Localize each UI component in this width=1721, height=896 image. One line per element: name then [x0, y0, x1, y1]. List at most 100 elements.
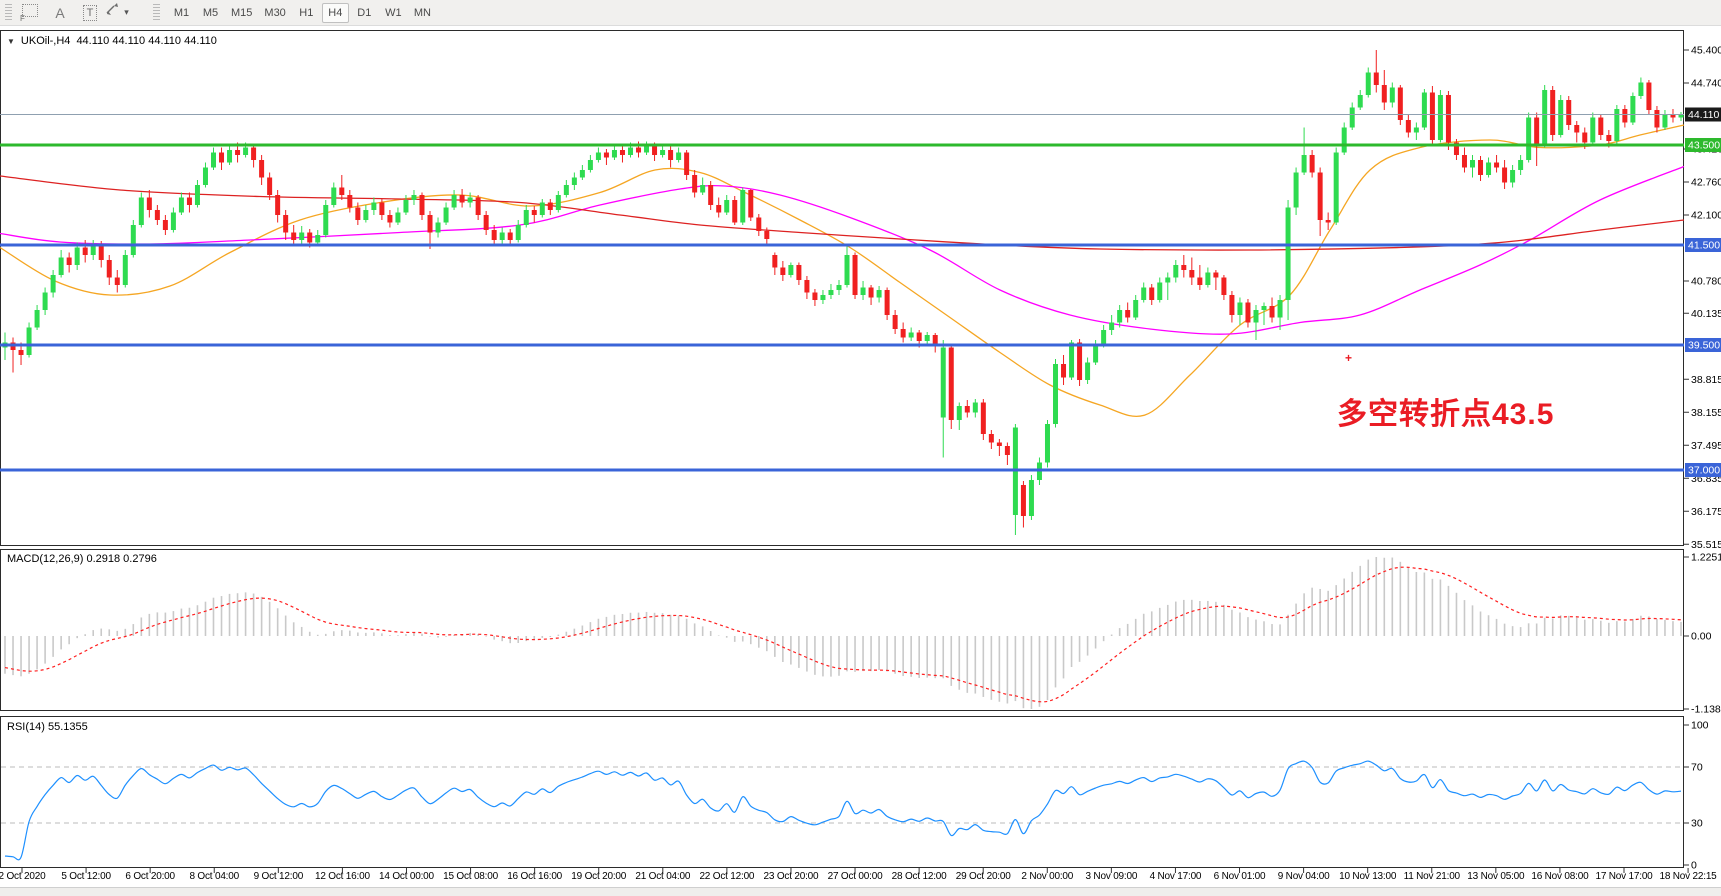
candle [836, 285, 842, 290]
candle [403, 200, 409, 213]
candle [138, 197, 144, 225]
text-tool-button[interactable]: T [75, 2, 105, 24]
text-label-icon: T [82, 4, 98, 21]
candle [1357, 95, 1363, 108]
candle [1165, 277, 1171, 283]
chevron-down-icon: ▾ [124, 7, 129, 17]
candle [916, 332, 922, 341]
frame-tool-button[interactable]: F [15, 2, 45, 24]
candle [1550, 90, 1556, 135]
time-axis-label: 2 Oct 2020 [0, 871, 46, 882]
candle [1077, 342, 1083, 380]
candle [1333, 152, 1339, 223]
candle [459, 195, 465, 203]
timeframe-button-d1[interactable]: D1 [351, 3, 378, 23]
timeframe-button-m15[interactable]: M15 [226, 3, 257, 23]
candle [1614, 109, 1620, 141]
rsi-indicator-label: RSI(14) 55.1355 [7, 721, 88, 733]
candle [860, 287, 866, 295]
candle [812, 292, 818, 300]
candle [18, 350, 24, 355]
candle [219, 152, 225, 163]
candle [1293, 172, 1299, 208]
candle [724, 200, 730, 213]
timeframe-button-m1[interactable]: M1 [168, 3, 195, 23]
candle [202, 167, 208, 185]
candle [1502, 167, 1508, 183]
time-axis-label: 13 Nov 05:00 [1467, 871, 1525, 882]
chart-area[interactable]: 45.40044.74043.42042.76042.10040.78040.1… [0, 26, 1721, 896]
candle [1405, 120, 1411, 133]
candle [178, 197, 184, 213]
time-axis-label: 29 Oct 20:00 [955, 871, 1011, 882]
rsi-tick-label: 100 [1691, 720, 1709, 732]
objects-tool-button[interactable]: ▾ [105, 2, 145, 24]
candle [315, 235, 321, 243]
timeframe-button-mn[interactable]: MN [409, 3, 436, 23]
font-tool-button[interactable]: A [45, 2, 75, 24]
candle [387, 215, 393, 223]
candle [1437, 95, 1443, 140]
price-annotation-text[interactable]: 多空转折点43.5 [1337, 398, 1555, 431]
candle [595, 152, 601, 160]
timeframe-button-h1[interactable]: H1 [293, 3, 320, 23]
symbol-dropdown-icon[interactable]: ▼ [7, 36, 15, 46]
candle [692, 175, 698, 193]
price-tick-label: 37.495 [1691, 440, 1721, 452]
candle [411, 195, 417, 200]
price-tick-label: 38.815 [1691, 374, 1721, 386]
timeframe-button-m30[interactable]: M30 [259, 3, 290, 23]
rsi-panel-content: 100 70 30 0 [1, 720, 1709, 872]
candle [652, 145, 658, 155]
candle [1149, 287, 1155, 300]
toolbar-grip-handle[interactable] [5, 3, 12, 22]
candle [443, 207, 449, 223]
horizontal-lines [0, 114, 1684, 472]
candle [1301, 155, 1307, 173]
timeframe-group: M1 M5 M15 M30 H1 H4 D1 W1 MN [167, 2, 437, 23]
candle [756, 217, 762, 231]
candle [507, 232, 513, 240]
candle [130, 225, 136, 255]
annotation-anchor-cross[interactable]: + [1345, 351, 1353, 365]
candle [1028, 480, 1034, 516]
candle [227, 150, 233, 163]
candle [66, 257, 72, 265]
candle [1309, 155, 1315, 173]
candle [210, 152, 216, 168]
candle [427, 215, 433, 233]
candle [764, 231, 770, 239]
candle [940, 347, 946, 418]
candle [603, 152, 609, 158]
price-tick-label: 35.515 [1691, 539, 1721, 551]
candle [804, 280, 810, 293]
candle [1125, 310, 1131, 318]
timeframe-button-w1[interactable]: W1 [380, 3, 407, 23]
candle [820, 295, 826, 300]
macd-tick-label: 0.00 [1691, 631, 1712, 643]
candle [1285, 207, 1291, 300]
time-axis-label: 9 Oct 12:00 [253, 871, 304, 882]
candle [1277, 300, 1283, 318]
timeframe-grip-handle[interactable] [153, 3, 160, 22]
candle [924, 335, 930, 341]
time-axis-label: 22 Oct 12:00 [699, 871, 755, 882]
candle [1061, 364, 1067, 378]
price-badge [1685, 107, 1721, 122]
price-badge-label: 37.000 [1688, 465, 1720, 477]
timeframe-button-m5[interactable]: M5 [197, 3, 224, 23]
dotted-frame-icon [22, 4, 38, 17]
candle [1638, 82, 1644, 96]
candle [291, 232, 297, 240]
candle [170, 212, 176, 230]
candle [1189, 270, 1195, 278]
candle [1558, 100, 1564, 135]
time-axis-label: 10 Nov 13:00 [1339, 871, 1397, 882]
candle [499, 232, 505, 240]
time-axis-label: 19 Oct 20:00 [571, 871, 627, 882]
candle [796, 265, 802, 280]
candle [162, 220, 168, 230]
candle [491, 230, 497, 240]
candle [1413, 127, 1419, 133]
timeframe-button-h4[interactable]: H4 [321, 2, 349, 23]
